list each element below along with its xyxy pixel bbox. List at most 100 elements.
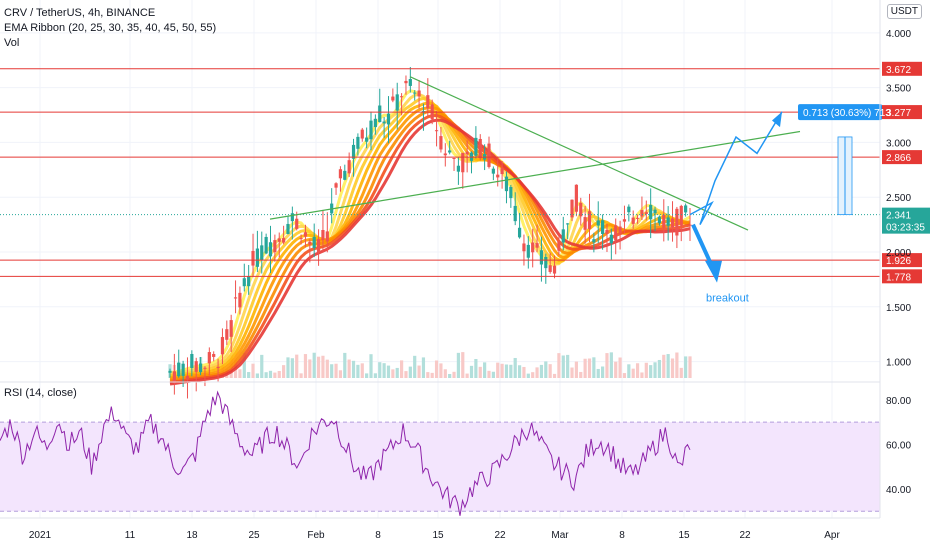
candle-body [622, 219, 627, 222]
candle-body [583, 217, 587, 230]
candle-body [373, 118, 377, 128]
candle-body [338, 169, 343, 179]
volume-bar [544, 361, 548, 378]
time-tick-label: 18 [186, 530, 198, 541]
candle-body [688, 224, 692, 226]
volume-bar [299, 373, 303, 378]
volume-bar [657, 359, 662, 378]
rsi-tick-label: 40.00 [886, 485, 911, 496]
breakout-arrowhead [705, 260, 722, 283]
volume-bar [365, 373, 369, 378]
candle-body [360, 129, 364, 139]
candle-body [504, 176, 509, 192]
projection-path [689, 111, 783, 225]
candle-body [496, 174, 500, 178]
time-tick-label: 8 [375, 530, 381, 541]
volume-bar [465, 373, 469, 378]
volume-bar [670, 358, 675, 378]
volume-bar [526, 373, 530, 378]
volume-bar [360, 363, 364, 378]
level-label: 1.926 [886, 256, 911, 267]
legend-symbol[interactable]: CRV / TetherUS, 4h, BINANCE [4, 7, 156, 19]
volume-bar [513, 357, 517, 378]
candle-body [434, 130, 439, 132]
candle-body [212, 354, 216, 357]
volume-bar [421, 357, 426, 378]
projection-arrows[interactable]: breakout 0.713 (30.63%) 713 [689, 104, 891, 304]
candle-body [552, 265, 557, 274]
volume-bar [583, 358, 587, 378]
candle-body [413, 92, 417, 94]
current-price-label: 2.341 [886, 211, 911, 222]
candle-body [448, 150, 452, 153]
candle-body [229, 320, 233, 337]
candle-body [644, 212, 648, 215]
legend-rsi[interactable]: RSI (14, close) [4, 387, 77, 399]
level-label: 3.672 [886, 65, 911, 76]
candle-body [391, 96, 395, 101]
measure-label-bg [798, 104, 882, 121]
volume-bar [443, 369, 447, 378]
legend-volume[interactable]: Vol [4, 37, 20, 49]
candle-body [522, 243, 526, 252]
volume-bar [469, 365, 474, 378]
candle-body [548, 265, 552, 272]
candle-body [601, 220, 605, 234]
axes: 4.000 3.500 3.000 2.500 2.000 1.500 1.000 80.00… [0, 0, 911, 541]
volume-bar [596, 368, 600, 378]
candle-body [233, 297, 238, 299]
volume-bar [255, 373, 259, 378]
volume-bar [268, 370, 273, 378]
volume-bar [592, 357, 596, 378]
volume-bar [627, 364, 631, 378]
volume-bar [308, 359, 312, 378]
volume-bar [391, 369, 395, 378]
volume-bar [343, 352, 347, 378]
ema-ribbon-line [169, 93, 691, 376]
time-tick-label: 22 [494, 530, 506, 541]
rsi-pane [0, 381, 880, 516]
currency-badge[interactable]: USDT [886, 4, 922, 19]
candle-body [684, 205, 688, 213]
candle-body [168, 370, 172, 373]
volume-bar [474, 359, 478, 378]
candle-body [627, 206, 631, 213]
volume-bar [452, 371, 456, 378]
volume-bar [504, 364, 509, 378]
candle-body [465, 151, 469, 155]
candle-body [640, 210, 644, 217]
volume-bar [439, 363, 443, 378]
volume-bar [303, 354, 308, 378]
candle-body [666, 217, 670, 226]
candle-body [670, 218, 675, 228]
volume-bar [404, 371, 408, 378]
volume-bar [614, 361, 618, 378]
time-tick-label: 2021 [29, 530, 52, 541]
candle-body [295, 218, 299, 229]
candle-body [386, 113, 391, 125]
price-tick-label: 2.000 [886, 248, 911, 259]
candle-body [242, 278, 246, 287]
volume-bar [434, 360, 439, 378]
volume-bar [242, 352, 246, 378]
trendlines[interactable] [269, 76, 801, 231]
candle-body [273, 240, 277, 253]
volume-bar [347, 359, 351, 378]
volume-bar [640, 372, 644, 378]
candle-body [452, 157, 456, 159]
candle-body [220, 337, 225, 355]
candle-body [635, 217, 640, 219]
candle-body [570, 199, 574, 218]
legend-ema-ribbon[interactable]: EMA Ribbon (20, 25, 30, 35, 40, 45, 50, … [4, 22, 217, 34]
volume-bar [557, 353, 561, 378]
volume-bar [351, 360, 356, 378]
candle-body [592, 239, 596, 243]
volume-bar [238, 369, 242, 378]
volume-bar [430, 372, 434, 378]
volume-bar [373, 373, 377, 378]
volume-bar [382, 363, 386, 378]
price-tick-label: 1.500 [886, 303, 911, 314]
candle-body [579, 202, 583, 217]
